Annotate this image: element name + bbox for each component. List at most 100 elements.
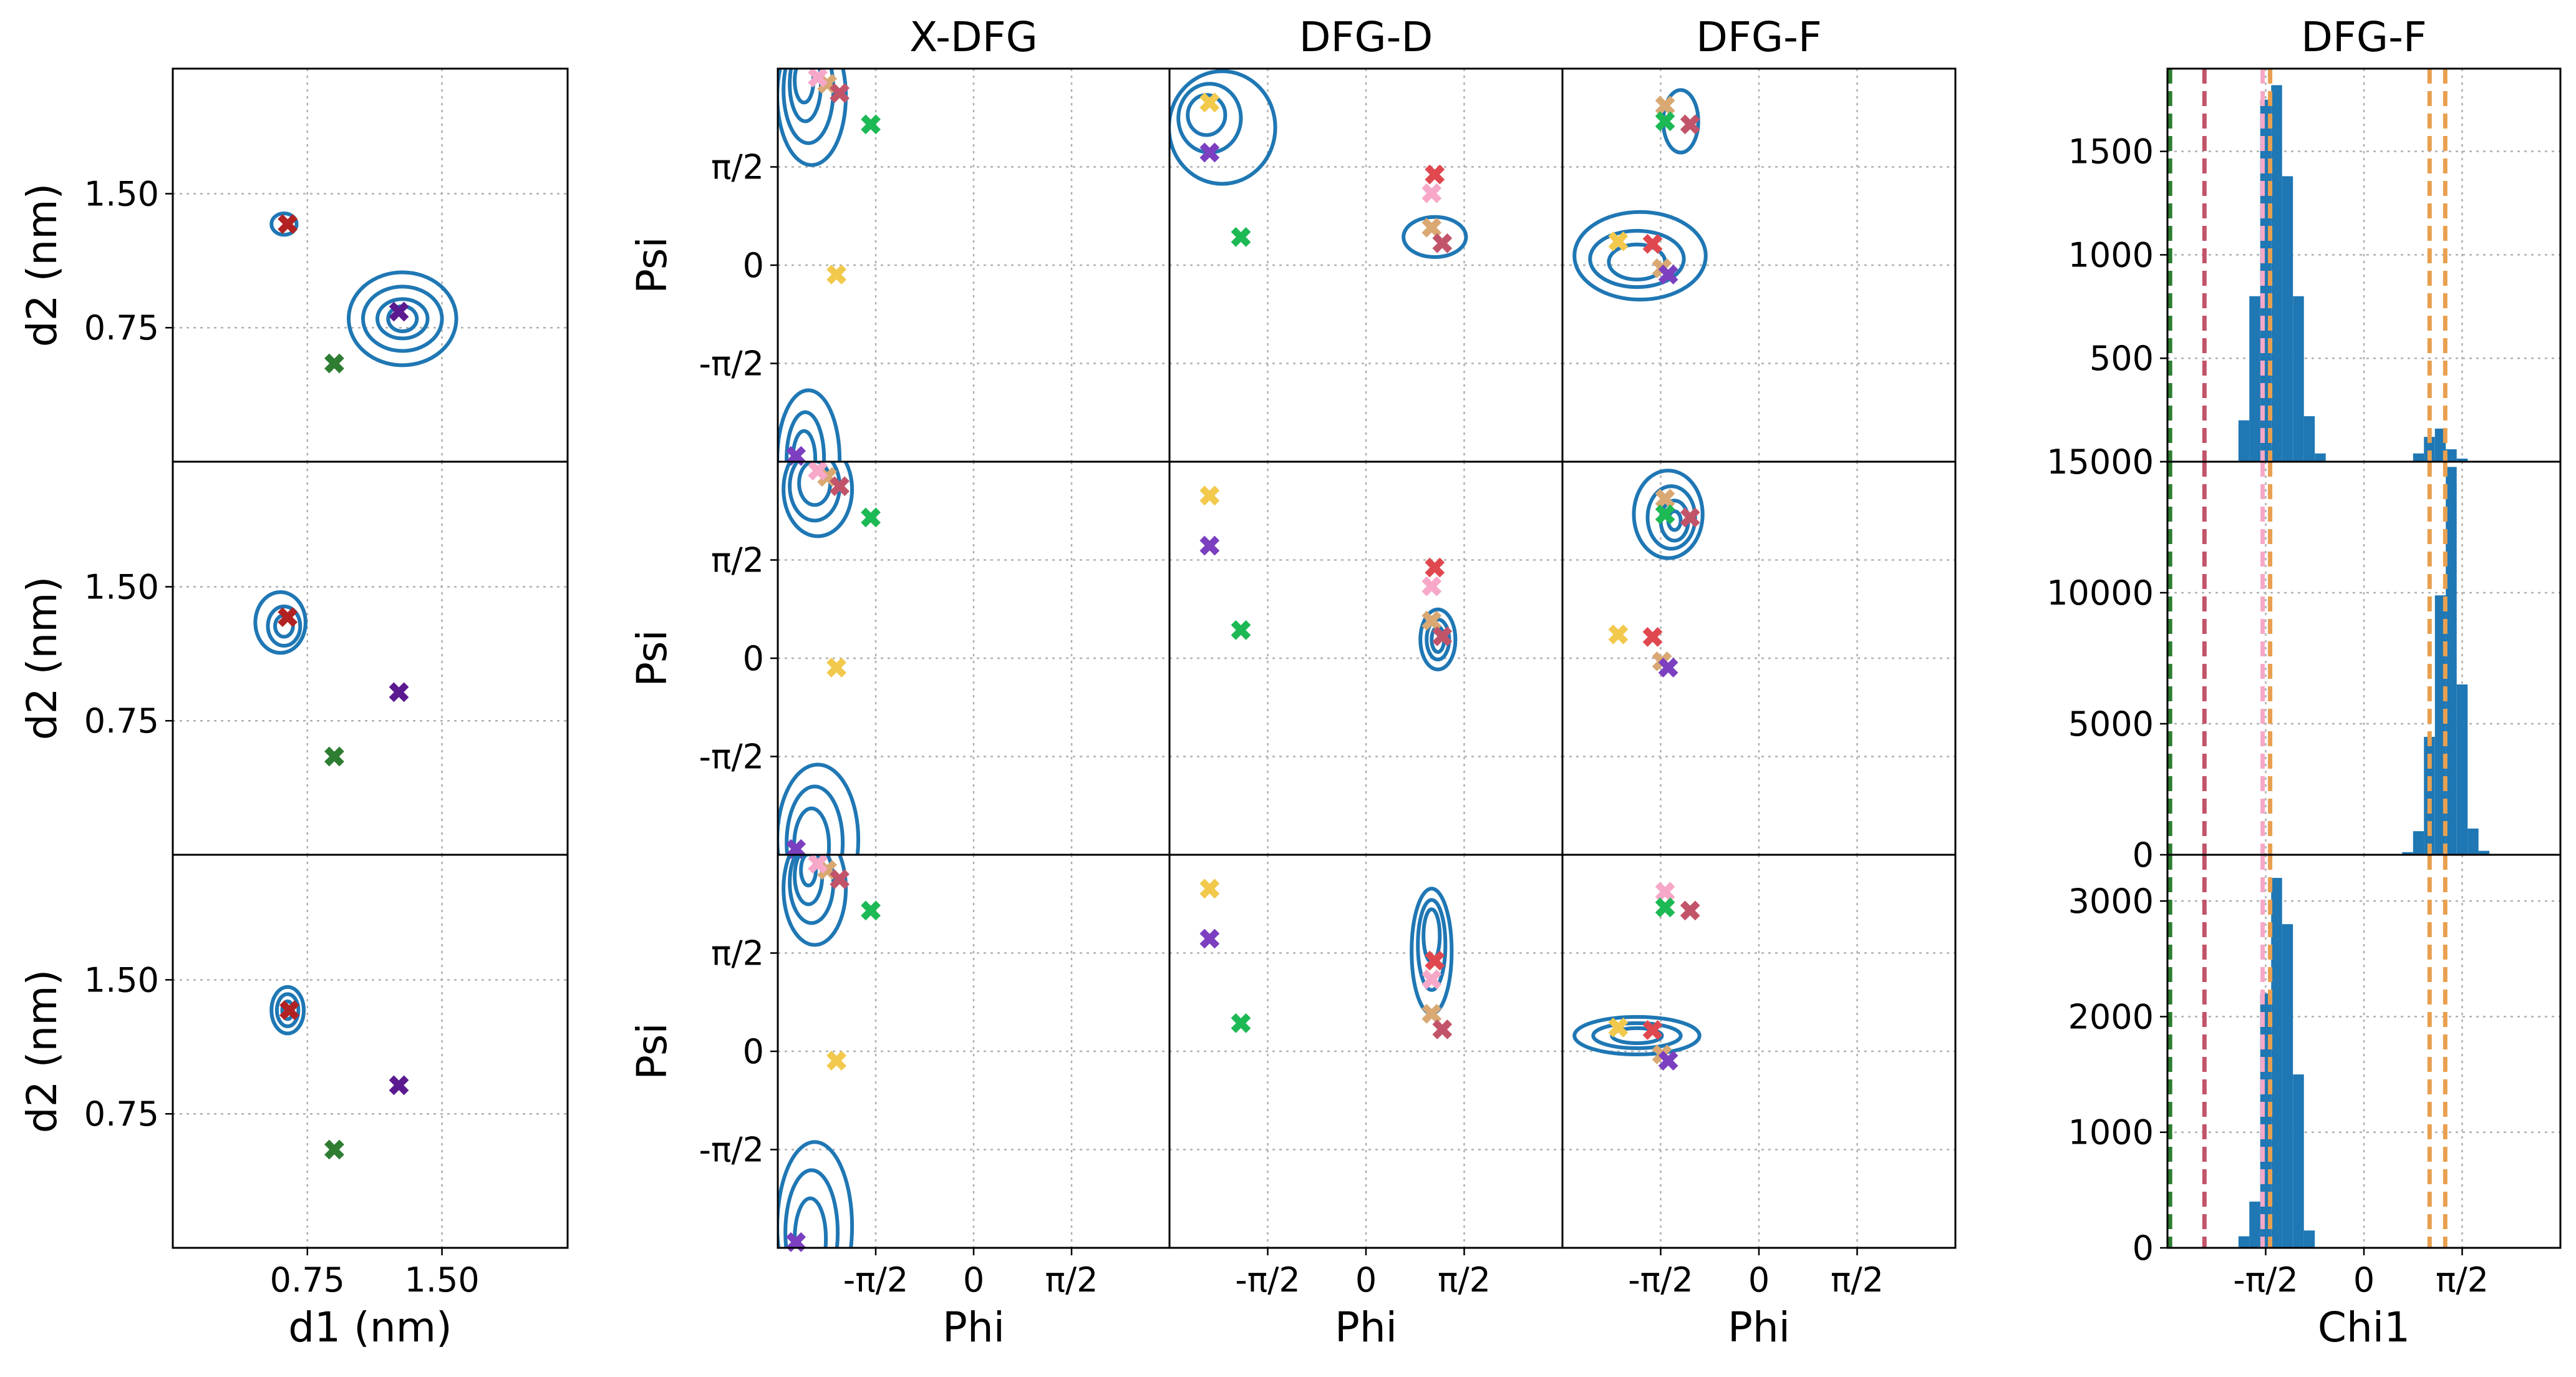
x-tick-label: -π/2 [2233, 1260, 2298, 1300]
histogram-bar [2402, 852, 2413, 855]
density-contour [778, 1140, 855, 1248]
density-contour [783, 1168, 840, 1248]
panel-frame [1561, 67, 1957, 463]
density-contour [266, 604, 303, 648]
marker-darkgreen [324, 1139, 344, 1160]
y-tick-label: 5000 [2068, 704, 2154, 744]
density-contour [361, 285, 444, 353]
panel-frame [172, 854, 569, 1249]
histogram-bar [2260, 993, 2272, 1248]
marker-darkpurple [389, 682, 409, 703]
rama-panel-r1-c3 [1561, 67, 1957, 463]
marker-darkgreen [324, 353, 344, 374]
histogram-bar [2303, 1230, 2315, 1248]
histogram-bar [2238, 420, 2250, 462]
marker-green [861, 114, 881, 135]
marker-rose [1680, 114, 1700, 135]
marker-rose [830, 83, 850, 104]
y-tick-label: 1.50 [84, 960, 159, 1000]
y-tick-label: 0 [743, 1032, 764, 1071]
column-title: DFG-D [1299, 13, 1433, 61]
y-tick-label: 0 [743, 246, 764, 285]
histogram-bar [2303, 416, 2315, 462]
x-axis-label: Phi [1335, 1303, 1397, 1351]
panel-frame [777, 460, 1171, 856]
histogram-bar [2456, 459, 2468, 462]
marker-green [1655, 111, 1675, 132]
marker-tan [1421, 1003, 1442, 1024]
histogram-panel-2: 0 5000 10000 15000 [2046, 442, 2562, 875]
rama-panel-r2-c3 [1561, 460, 1957, 856]
marker-purple [1658, 658, 1678, 678]
marker-pink [1421, 183, 1442, 203]
rama-panel-r1-c1: π/2 0 -π/2 Psi [628, 67, 1171, 466]
x-tick-label: -π/2 [843, 1260, 909, 1300]
marker-tan [1655, 95, 1675, 116]
y-tick-label: π/2 [711, 541, 764, 580]
marker-darkred [278, 607, 298, 628]
x-tick-label: 0 [1355, 1260, 1377, 1300]
histogram-bar [2478, 850, 2490, 855]
density-contour [269, 211, 299, 237]
density-contour [1418, 607, 1458, 672]
histogram-panel-3: 0 1000 2000 3000 -π/2 0 π/2 Chi1 [2068, 854, 2562, 1351]
y-tick-label: 0 [2133, 442, 2154, 482]
column-title: DFG-F [1696, 13, 1822, 61]
y-tick-label: 0 [2133, 1229, 2154, 1268]
contour-group [1572, 1015, 1702, 1057]
marker-pink [808, 460, 828, 481]
y-tick-label: π/2 [711, 148, 764, 187]
x-axis-label: d1 (nm) [288, 1303, 452, 1351]
x-tick-label: π/2 [1045, 1260, 1098, 1300]
histogram-bar [2446, 449, 2457, 462]
x-tick-label: 0 [963, 1260, 984, 1300]
histogram-bar [2271, 878, 2282, 1248]
rama-panel-r3-c3: -π/2 0 π/2 Phi [1561, 854, 1957, 1351]
y-tick-label: 3000 [2068, 882, 2154, 921]
histogram-bar [2424, 737, 2435, 855]
marker-yellow [826, 1051, 846, 1071]
density-contour [1416, 898, 1448, 992]
marker-red [1425, 950, 1445, 971]
histogram-bar [2282, 924, 2293, 1248]
density-contour [274, 992, 301, 1028]
histogram-bar [2238, 1236, 2250, 1248]
histogram-bar [2315, 453, 2326, 462]
marker-pink [1421, 969, 1442, 990]
histogram-bar [2249, 1201, 2260, 1248]
rama-panel-r3-c1: π/2 0 -π/2 Psi -π/2 0 π/2 Phi [628, 854, 1171, 1351]
density-contour [1588, 228, 1686, 290]
marker-red [1425, 164, 1445, 185]
marker-pink [1421, 576, 1442, 596]
rama-panel-r3-c2: -π/2 0 π/2 Phi [1168, 854, 1564, 1351]
panel-frame [1168, 67, 1564, 463]
marker-yellow [826, 658, 846, 678]
marker-rose [1680, 900, 1700, 921]
x-tick-label: 0 [1748, 1260, 1770, 1300]
marker-yellow [1199, 485, 1220, 506]
x-tick-label: -π/2 [1235, 1260, 1300, 1300]
marker-red [1425, 557, 1445, 578]
histogram-panel-1: 0 500 1000 1500 [2068, 67, 2562, 482]
marker-rose [830, 869, 850, 890]
y-tick-label: 2000 [2068, 997, 2154, 1036]
contour-group [1169, 69, 1468, 259]
density-contour [1591, 1021, 1683, 1050]
x-tick-label: π/2 [1438, 1260, 1491, 1300]
histogram-bar [2413, 831, 2424, 855]
y-tick-label: 10000 [2046, 573, 2154, 613]
y-tick-label: 1000 [2068, 235, 2154, 275]
histogram-bar [2456, 684, 2468, 855]
x-tick-label: 0 [2353, 1260, 2375, 1300]
histogram-bar [2424, 437, 2435, 462]
marker-green [1655, 897, 1675, 918]
marker-purple [1658, 1051, 1678, 1071]
panel-frame [1561, 460, 1957, 856]
density-contour [346, 270, 458, 367]
x-tick-label: 1.50 [404, 1260, 479, 1300]
marker-pink [808, 67, 828, 88]
marker-green [1231, 1013, 1251, 1033]
marker-yellow [1608, 1018, 1629, 1038]
